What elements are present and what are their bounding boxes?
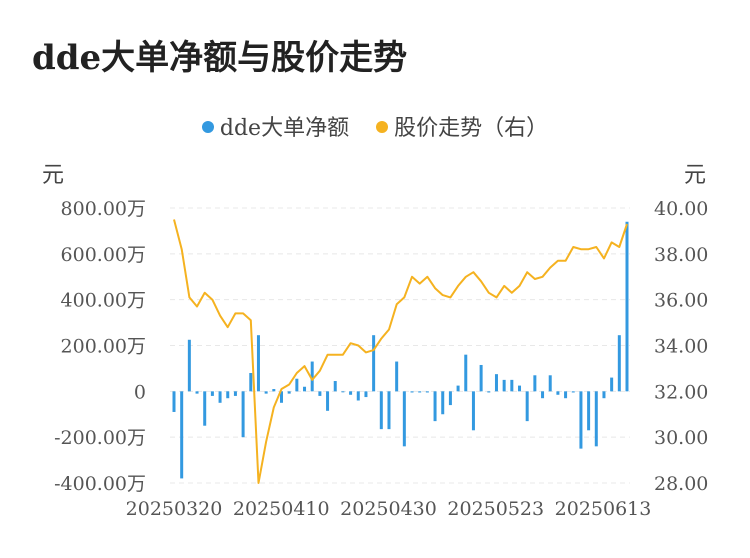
bar [372, 335, 376, 392]
bar [564, 391, 568, 399]
bar [402, 391, 406, 447]
bar [418, 391, 422, 393]
bar [310, 361, 314, 392]
y-right-tick-label: 34.00 [654, 336, 708, 358]
bar [172, 391, 176, 412]
x-tick-label: 20250320 [126, 498, 223, 520]
y-right-tick-label: 40.00 [654, 198, 708, 220]
bar [617, 335, 621, 392]
bar [571, 391, 575, 393]
bar [502, 379, 506, 392]
bar [218, 391, 222, 403]
bar [548, 375, 552, 392]
bar [395, 361, 399, 392]
bar [318, 391, 322, 396]
bar [487, 391, 491, 393]
x-tick-label: 20250410 [233, 498, 330, 520]
bar [272, 389, 276, 392]
y-right-tick-label: 36.00 [654, 290, 708, 312]
y-left-tick-label: -400.00万 [54, 473, 146, 495]
bar [610, 377, 614, 392]
bar [525, 391, 529, 422]
y-left-tick-label: 800.00万 [61, 198, 146, 220]
y-right-tick-label: 30.00 [654, 427, 708, 449]
bar [195, 391, 199, 394]
y-left-tick-label: 0 [134, 381, 146, 403]
legend-item-price[interactable]: 股价走势（右） [376, 110, 548, 142]
y-left-tick-label: 600.00万 [61, 244, 146, 266]
bar [295, 378, 299, 392]
left-axis-unit: 元 [42, 163, 65, 188]
y-right-tick-label: 32.00 [654, 381, 708, 403]
bar [341, 391, 345, 393]
bar [187, 339, 191, 392]
bar [494, 374, 498, 392]
bar [326, 391, 330, 411]
y-right-tick-label: 28.00 [654, 473, 708, 495]
y-left-tick-label: 400.00万 [61, 290, 146, 312]
bar [425, 391, 429, 393]
bar [226, 391, 230, 399]
x-tick-label: 20250523 [447, 498, 544, 520]
y-left-tick-label: -200.00万 [54, 427, 146, 449]
bar [541, 391, 545, 399]
bar [479, 364, 483, 392]
bar [264, 391, 268, 394]
bar [203, 391, 207, 426]
bar [594, 391, 598, 447]
right-axis-unit: 元 [684, 163, 707, 188]
bar [333, 381, 337, 392]
bar [379, 391, 383, 430]
bar [579, 391, 583, 449]
bar [533, 375, 537, 392]
bar [587, 391, 591, 431]
legend-marker-dde [201, 121, 214, 133]
bar [510, 379, 514, 392]
price-line [173, 219, 628, 484]
bar [464, 354, 468, 392]
y-right-tick-label: 38.00 [654, 244, 708, 266]
bar [287, 391, 291, 394]
legend-item-dde[interactable]: dde大单净额 [201, 110, 350, 142]
bar [448, 391, 452, 406]
chart-title: dde大单净额与股价走势 [32, 38, 408, 78]
bar [279, 391, 283, 403]
bar [249, 373, 253, 392]
bar [518, 385, 522, 392]
x-tick-label: 20250613 [555, 498, 652, 520]
bar [433, 391, 437, 422]
bar [349, 391, 353, 395]
bar [356, 391, 360, 401]
bar [556, 391, 560, 395]
bar [233, 391, 237, 396]
bar [387, 391, 391, 430]
y-left-tick-label: 200.00万 [61, 336, 146, 358]
legend-label-dde: dde大单净额 [219, 116, 350, 141]
legend: dde大单净额 股价走势（右） [0, 110, 750, 142]
legend-marker-price [376, 121, 389, 133]
bar [210, 391, 214, 396]
bar [625, 221, 629, 392]
x-tick-label: 20250430 [340, 498, 437, 520]
bar [180, 391, 184, 479]
bar [256, 335, 260, 392]
bar [471, 391, 475, 431]
bar [241, 391, 245, 438]
bar [303, 386, 307, 392]
legend-label-price: 股价走势（右） [394, 116, 549, 141]
bar [364, 391, 368, 398]
bar [456, 385, 460, 392]
bar [441, 391, 445, 415]
bar [602, 391, 606, 399]
bar [410, 391, 414, 393]
